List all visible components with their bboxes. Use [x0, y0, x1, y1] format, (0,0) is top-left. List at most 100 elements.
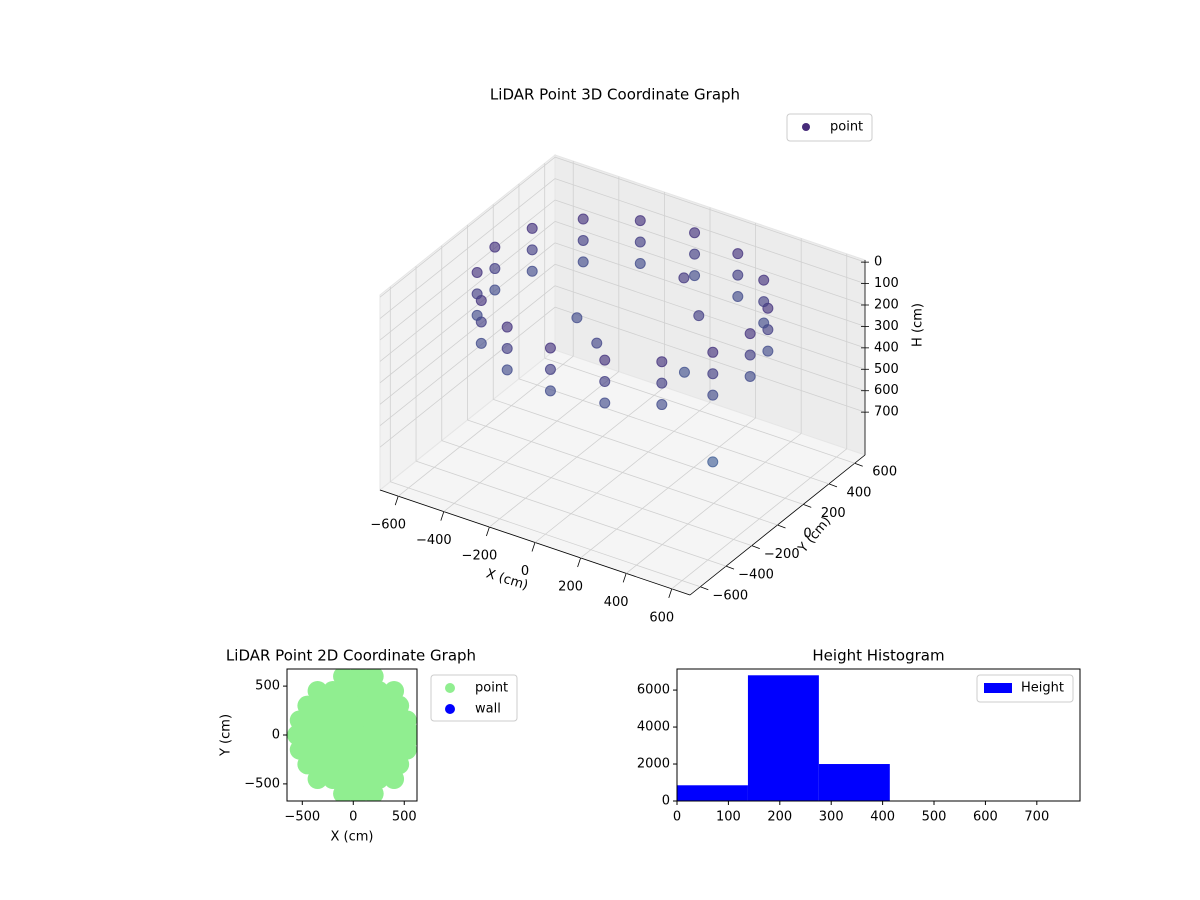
grid-line — [554, 285, 866, 392]
point — [732, 269, 744, 281]
point — [656, 377, 668, 389]
grid-line — [379, 306, 556, 448]
point — [366, 739, 387, 760]
grid-line — [379, 263, 556, 405]
point — [591, 337, 603, 349]
point — [599, 376, 611, 388]
point — [634, 215, 646, 227]
tick-mark — [622, 573, 627, 583]
point — [471, 266, 483, 278]
point — [758, 274, 770, 286]
point — [689, 248, 701, 260]
tick-mark — [440, 511, 445, 521]
x-tick-label: −400 — [416, 533, 452, 548]
grid-line — [554, 306, 866, 413]
x-tick-label: 600 — [649, 610, 674, 625]
point — [689, 227, 701, 239]
point — [634, 236, 646, 248]
point — [656, 356, 668, 368]
point — [358, 695, 379, 716]
z-tick-label: 200 — [874, 298, 899, 313]
point — [327, 695, 348, 716]
x-axis-label: X (cm) — [331, 830, 374, 845]
point — [571, 312, 583, 324]
point — [501, 364, 513, 376]
z-tick-label: 700 — [874, 405, 899, 420]
x-tick-label: 700 — [1024, 810, 1049, 825]
point — [471, 288, 483, 300]
grid-line — [544, 357, 855, 464]
z-axis-label: H (cm) — [911, 303, 926, 347]
point — [707, 346, 719, 358]
point — [501, 321, 513, 333]
grid-line — [554, 178, 866, 284]
point — [544, 342, 556, 354]
grid-line — [379, 156, 556, 298]
grid-line — [441, 440, 752, 546]
point — [322, 769, 343, 789]
point — [526, 244, 538, 256]
z-tick-label: 100 — [874, 276, 899, 291]
point — [732, 291, 744, 303]
z-tick-label: 400 — [874, 340, 899, 355]
tick-mark — [854, 462, 863, 467]
point — [348, 783, 369, 801]
tick-mark — [394, 496, 399, 506]
point — [762, 345, 774, 357]
tick-mark — [803, 504, 812, 508]
legend-label: point — [830, 120, 863, 135]
point — [678, 366, 690, 378]
point — [526, 265, 538, 277]
point — [471, 309, 483, 321]
y-tick-label: −400 — [738, 568, 774, 583]
tick-mark — [577, 557, 581, 568]
bar — [677, 785, 748, 801]
z-tick-label: 600 — [874, 383, 899, 398]
point — [475, 337, 487, 349]
point — [707, 368, 719, 380]
legend-swatch — [984, 683, 1012, 693]
point — [384, 769, 405, 789]
point — [577, 234, 589, 246]
y-tick-label: 0 — [803, 527, 811, 542]
point — [312, 695, 333, 716]
grid-line — [379, 199, 556, 341]
x-tick-label: 0 — [521, 564, 529, 579]
point — [758, 296, 770, 308]
point — [373, 695, 394, 716]
x-tick-label: 500 — [922, 810, 947, 825]
x-tick-label: 600 — [973, 810, 998, 825]
z-tick-label: 0 — [874, 255, 882, 270]
grid-line — [554, 199, 866, 306]
point — [489, 263, 501, 275]
tick-mark — [700, 586, 709, 591]
point — [350, 739, 371, 760]
tick-mark — [725, 565, 735, 570]
chart-title: Height Histogram — [812, 647, 944, 665]
point — [363, 783, 384, 801]
grid-line — [379, 242, 556, 384]
point — [577, 256, 589, 268]
y-tick-label: −600 — [712, 588, 748, 603]
chart-title: LiDAR Point 2D Coordinate Graph — [226, 647, 476, 665]
x-tick-label: 0 — [673, 810, 681, 825]
point — [489, 284, 501, 296]
point — [744, 328, 756, 340]
x-tick-label: 500 — [392, 810, 417, 825]
point — [707, 456, 719, 468]
legend-marker — [802, 123, 810, 131]
y-tick-label: 6000 — [637, 683, 670, 698]
y-tick-label: 0 — [662, 794, 670, 809]
legend-marker — [445, 704, 455, 714]
y-tick-label: −200 — [764, 547, 800, 562]
y-tick-label: −500 — [244, 776, 280, 791]
point — [307, 769, 328, 789]
chart-title: LiDAR Point 3D Coordinate Graph — [490, 86, 740, 104]
grid-line — [554, 263, 866, 370]
grid-line — [554, 242, 866, 349]
grid-line — [390, 481, 701, 588]
grid-line — [415, 460, 727, 567]
y-tick-label: 400 — [847, 485, 872, 500]
point — [707, 389, 719, 401]
